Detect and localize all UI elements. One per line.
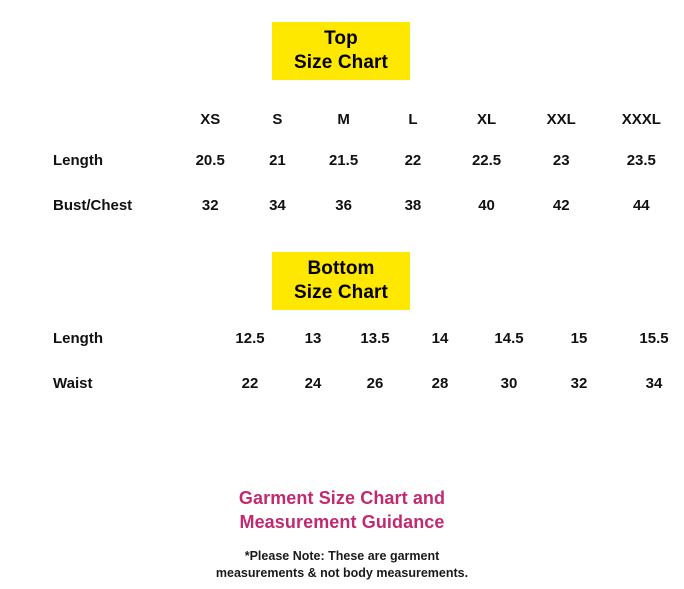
bottom-row-label-length: Length [53,330,103,347]
top-row-label-bust-chest: Bust/Chest [53,197,133,214]
top-length-s: 21 [269,152,286,169]
footer: Garment Size Chart and Measurement Guida… [0,486,684,582]
footer-heading-line-2: Measurement Guidance [239,512,445,533]
table-row: Waist 22 24 26 28 30 32 34 [0,361,684,406]
top-table-header-row: XS S M L XL XXL XXXL [0,100,684,138]
bottom-waist-m: 26 [366,375,384,392]
bottom-size-table: Length 12.5 13 13.5 14 14.5 15 15.5 Wais… [0,316,684,406]
top-badge-line-1: Top [324,27,358,49]
footer-heading-line-1: Garment Size Chart and [238,488,446,508]
bottom-waist-xxl: 32 [570,375,588,392]
bottom-length-xxxl: 15.5 [639,330,669,347]
table-row: Length 20.5 21 21.5 22 22.5 23 23.5 [0,138,684,183]
top-bust-xxxl: 44 [632,197,650,214]
bottom-waist-l: 28 [431,375,449,392]
bottom-badge-line-2: Size Chart [294,282,388,303]
top-length-l: 22 [404,152,422,169]
bottom-length-xl: 14.5 [494,330,524,347]
top-bust-xxl: 42 [552,197,570,214]
bottom-length-xxl: 15 [570,330,588,347]
top-bust-s: 34 [269,197,286,214]
top-table-corner-cell [0,100,176,138]
top-column-header-s: S [272,110,283,128]
top-bust-m: 36 [335,197,352,214]
top-column-header-xl: XL [476,110,497,128]
bottom-length-m: 13.5 [360,330,390,347]
top-column-header-xxxl: XXXL [621,110,661,128]
table-row: Length 12.5 13 13.5 14 14.5 15 15.5 [0,316,684,361]
footer-note-line-2: measurements & not body measurements. [215,565,469,580]
bottom-length-xs: 12.5 [235,330,265,347]
footer-note: *Please Note: These are garment measurem… [0,548,684,583]
top-length-xxl: 23 [552,152,570,169]
top-length-xl: 22.5 [471,152,502,169]
top-length-xs: 20.5 [195,152,225,169]
top-size-table: XS S M L XL XXL XXXL Length 20.5 21 21.5… [0,100,684,228]
table-row: Bust/Chest 32 34 36 38 40 42 44 [0,183,684,228]
top-badge-line-2: Size Chart [294,52,388,73]
bottom-waist-xs: 22 [241,375,259,392]
top-row-label-length: Length [53,152,103,169]
bottom-size-chart-badge: Bottom Size Chart [272,252,410,310]
bottom-row-label-waist: Waist [53,375,93,392]
bottom-length-l: 14 [431,330,449,347]
top-column-header-m: M [337,110,350,128]
bottom-waist-xxxl: 34 [645,375,663,392]
top-bust-xl: 40 [478,197,495,214]
bottom-badge-line-1: Bottom [307,257,375,279]
top-length-xxxl: 23.5 [626,152,656,169]
top-column-header-xs: XS [200,110,221,128]
top-column-header-l: L [408,110,418,128]
top-column-header-xxl: XXL [546,110,576,128]
top-bust-l: 38 [404,197,422,214]
bottom-waist-s: 24 [304,375,322,392]
top-bust-xs: 32 [201,197,219,214]
footer-heading: Garment Size Chart and Measurement Guida… [0,486,684,535]
bottom-waist-xl: 30 [500,375,518,392]
bottom-length-s: 13 [304,330,322,347]
top-length-m: 21.5 [328,152,359,169]
top-size-chart-badge: Top Size Chart [272,22,410,80]
footer-note-line-1: *Please Note: These are garment [244,548,440,563]
